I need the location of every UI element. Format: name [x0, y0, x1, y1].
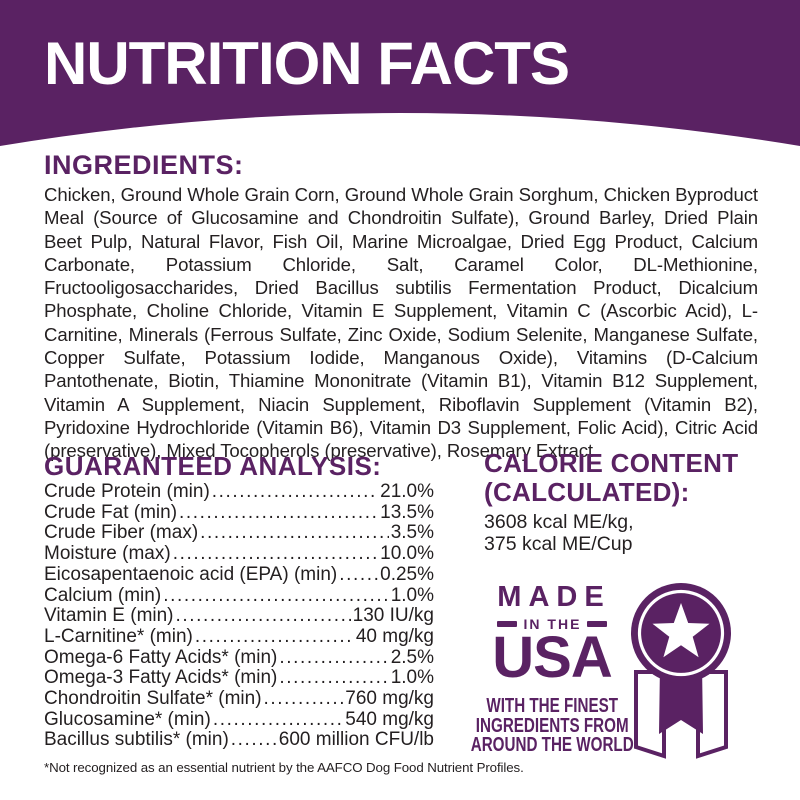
- usa-text: USA: [492, 625, 612, 690]
- analysis-label: Crude Fat (min): [44, 501, 178, 523]
- guaranteed-analysis-heading: GUARANTEED ANALYSIS:: [44, 451, 382, 481]
- analysis-value: 21.0%: [380, 481, 434, 502]
- award-ribbon-medal-icon: [631, 583, 731, 759]
- dot-leader: [176, 606, 351, 627]
- analysis-label: Omega-6 Fatty Acids* (min): [44, 646, 278, 668]
- calorie-values: 3608 kcal ME/kg, 375 kcal ME/Cup: [484, 511, 634, 555]
- analysis-label: Calcium (min): [44, 584, 162, 606]
- usa-tagline: WITH THE FINEST INGREDIENTS FROM AROUND …: [445, 697, 659, 756]
- analysis-label: Vitamin E (min): [44, 605, 174, 627]
- ingredients-text: Chicken, Ground Whole Grain Corn, Ground…: [44, 184, 758, 462]
- dot-leader: [179, 503, 378, 524]
- dash-right-icon: [587, 621, 608, 627]
- tagline-line-2: INGREDIENTS FROM: [475, 714, 629, 737]
- analysis-label: Omega-3 Fatty Acids* (min): [44, 667, 278, 689]
- analysis-label: Glucosamine* (min): [44, 708, 211, 730]
- analysis-row: Crude Fat (min) 13.5%: [44, 501, 434, 524]
- dot-leader: [213, 710, 343, 731]
- analysis-value: 1.0%: [390, 584, 434, 606]
- analysis-row: Bacillus subtilis* (min) 600 million CFU/…: [44, 730, 434, 751]
- analysis-row: Glucosamine* (min) 540 mg/kg: [44, 708, 434, 731]
- analysis-row: Calcium (min) 1.0%: [44, 584, 434, 607]
- analysis-label: Chondroitin Sulfate* (min): [44, 688, 262, 710]
- in-the-row: IN THE: [496, 616, 608, 632]
- analysis-value: 2.5%: [390, 646, 434, 668]
- analysis-value: 0.25%: [380, 563, 434, 585]
- dot-leader: [163, 586, 389, 607]
- analysis-label: Crude Fiber (max): [44, 522, 199, 544]
- calorie-heading-line2: (CALCULATED):: [484, 477, 690, 507]
- calorie-heading-line1: CALORIE CONTENT: [484, 448, 739, 478]
- dash-left-icon: [496, 621, 517, 627]
- calorie-value-per-cup: 375 kcal ME/Cup: [484, 532, 633, 555]
- analysis-value: 10.0%: [380, 543, 434, 565]
- ingredients-heading: INGREDIENTS:: [44, 150, 244, 180]
- dot-leader: [279, 648, 388, 669]
- analysis-label: Crude Protein (min): [44, 481, 210, 502]
- made-text: MADE: [497, 581, 611, 613]
- header-banner: [0, 0, 800, 146]
- analysis-value: 540 mg/kg: [345, 708, 434, 730]
- analysis-row: Omega-6 Fatty Acids* (min) 2.5%: [44, 646, 434, 669]
- analysis-row: Crude Fiber (max) 3.5%: [44, 523, 434, 544]
- made-in-usa-block: MADE IN THE USA WITH THE FINEST INGREDIE…: [468, 583, 636, 756]
- analysis-value: 600 million CFU/lb: [278, 729, 434, 751]
- analysis-value: 1.0%: [390, 667, 434, 689]
- analysis-row: L-Carnitine* (min) 40 mg/kg: [44, 625, 434, 648]
- dot-leader: [212, 482, 378, 503]
- analysis-row: Moisture (max) 10.0%: [44, 543, 434, 565]
- analysis-footnote: *Not recognized as an essential nutrient…: [44, 760, 524, 775]
- dot-leader: [200, 523, 389, 544]
- analysis-value: 130 IU/kg: [352, 605, 434, 627]
- tagline-line-3: AROUND THE WORLD: [470, 734, 634, 757]
- page-title: NUTRITION FACTS: [44, 30, 570, 97]
- star-icon: [652, 603, 710, 658]
- calorie-content-heading: CALORIE CONTENT (CALCULATED):: [484, 449, 738, 507]
- analysis-label: Eicosapentaenoic acid (EPA) (min): [44, 563, 338, 585]
- analysis-label: L-Carnitine* (min): [44, 625, 193, 647]
- dot-leader: [339, 565, 378, 586]
- dot-leader: [173, 544, 378, 565]
- analysis-label: Bacillus subtilis* (min): [44, 729, 229, 751]
- analysis-row: Chondroitin Sulfate* (min) 760 mg/kg: [44, 688, 434, 710]
- analysis-value: 760 mg/kg: [345, 688, 434, 710]
- calorie-value-per-kg: 3608 kcal ME/kg,: [484, 511, 634, 533]
- analysis-row: Vitamin E (min) 130 IU/kg: [44, 606, 434, 627]
- analysis-row: Crude Protein (min) 21.0%: [44, 481, 434, 503]
- analysis-row: Omega-3 Fatty Acids* (min) 1.0%: [44, 668, 434, 689]
- guaranteed-analysis-table: Crude Protein (min) 21.0% Crude Fat (min)…: [44, 481, 434, 751]
- analysis-label: Moisture (max): [44, 543, 171, 565]
- tagline-line-1: WITH THE FINEST: [486, 695, 618, 718]
- analysis-value: 13.5%: [380, 501, 434, 523]
- dot-leader: [231, 730, 277, 751]
- in-the-text: IN THE: [523, 616, 582, 632]
- dot-leader: [195, 627, 354, 648]
- analysis-value: 3.5%: [390, 522, 434, 544]
- dot-leader: [264, 689, 344, 710]
- analysis-value: 40 mg/kg: [355, 625, 434, 647]
- dot-leader: [279, 668, 388, 689]
- analysis-row: Eicosapentaenoic acid (EPA) (min) 0.25%: [44, 563, 434, 586]
